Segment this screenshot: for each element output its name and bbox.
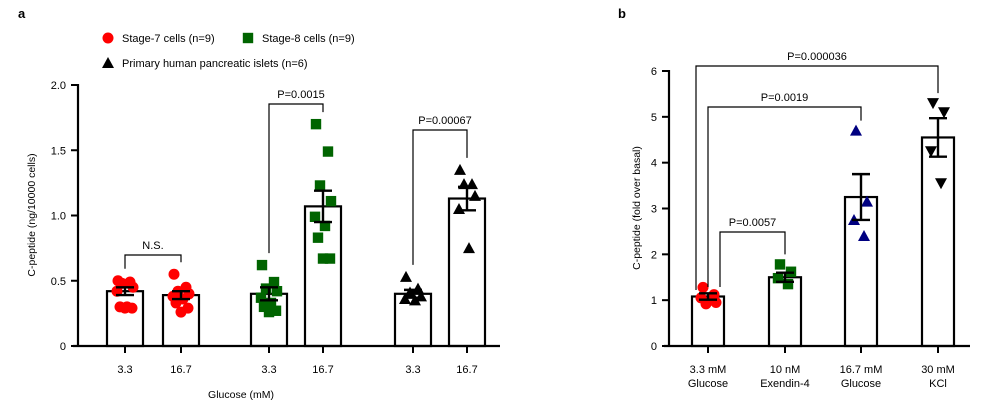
y-tick-label: 1.0 [51,211,66,223]
data-point [453,202,465,214]
y-tick-label: 6 [651,66,657,78]
x-tick-label-line1: 30 mM [921,364,955,376]
data-point [260,283,272,294]
x-tick-label-line2: Exendin-4 [760,378,810,390]
bar [105,290,145,348]
x-tick-label: 16.7 [170,364,191,376]
panel-label-b: b [618,6,626,21]
data-point [858,230,870,241]
y-tick-label: 2 [651,249,657,261]
data-point [265,297,277,309]
legend-marker [242,32,254,44]
data-point [772,272,784,284]
panel-label-a: a [18,6,26,21]
legend-marker [102,57,114,68]
data-point [268,276,280,288]
bar [447,197,487,348]
data-point [850,124,862,136]
comparison-bracket [719,231,786,287]
data-point [319,220,331,232]
data-point [927,98,939,110]
data-point [322,146,334,157]
data-point [409,294,421,306]
data-point [700,298,712,310]
data-point [270,305,282,316]
comparison-bracket [124,254,182,269]
data-point [256,259,268,271]
data-point [463,242,475,254]
y-tick-label: 4 [651,158,657,170]
y-tick-label: 0.5 [51,276,66,288]
x-tick-label: 16.7 [456,364,477,376]
x-axis-title-a: Glucose (mM) [208,389,274,401]
x-tick-label-line1: 3.3 mM [690,364,727,376]
x-tick-label-line2: KCl [929,378,947,390]
y-tick-label: 2.0 [51,80,66,92]
comparison-bracket [695,65,939,290]
data-point [263,306,275,318]
y-tick-label: 3 [651,204,657,216]
y-tick-label: 5 [651,112,657,124]
y-tick-label: 0 [60,341,66,353]
comparison-bracket [707,106,862,287]
legend-marker [102,32,114,44]
x-tick-label-line1: 10 nM [770,364,801,376]
data-point [935,178,947,190]
legend: Stage-7 cells (n=9) Stage-8 cells (n=9) Pr… [102,32,355,70]
p-value-label: P=0.0057 [729,217,776,229]
x-tick-label-line2: Glucose [688,378,728,390]
data-point [938,107,950,119]
p-value-label: P=0.00067 [418,115,472,127]
data-point [400,270,412,282]
data-point [312,232,324,243]
p-value-label: P=0.000036 [787,51,847,63]
plot-b: 0 1 2 3 4 5 6 3.3 mM Glucose 10 nM Exendin-4 16.7 m… [651,51,970,390]
y-tick-label: 0 [651,341,657,353]
plot-a: 0 0.5 1.0 1.5 2.0 3.3 16.7 N.S. 3.3 16.7 P=0.0015 3… [51,80,500,376]
y-axis-title-a: C-peptide (ng/10000 cells) [26,153,38,276]
x-tick-label: 3.3 [405,364,420,376]
p-value-label: P=0.0019 [761,92,808,104]
data-point [454,163,466,175]
comparison-bracket [412,129,468,265]
data-point [697,281,709,293]
x-tick-label-line1: 16.7 mM [840,364,883,376]
data-point [325,195,337,207]
data-point [175,306,187,318]
y-tick-label: 1.5 [51,145,66,157]
x-tick-label: 3.3 [117,364,132,376]
x-tick-label-line2: Glucose [841,378,881,390]
data-point [782,278,794,290]
data-point [310,118,322,130]
p-value-label: N.S. [142,240,163,252]
data-point [925,146,937,158]
p-value-label: P=0.0015 [277,89,324,101]
legend-entry-label: Stage-8 cells (n=9) [262,33,355,45]
data-point [317,253,329,264]
data-point [119,302,131,314]
data-point [168,268,180,280]
x-tick-label: 3.3 [261,364,276,376]
legend-entry-label: Stage-7 cells (n=9) [122,33,215,45]
data-point [774,259,786,270]
y-tick-label: 1 [651,295,657,307]
y-axis-title-b: C-peptide (fold over basal) [631,146,643,270]
data-point [324,253,336,264]
data-point [258,301,270,313]
legend-entry-label: Primary human pancreatic islets (n=6) [122,58,308,70]
data-point [314,180,326,191]
comparison-bracket [268,103,324,254]
bar [920,136,956,348]
data-point [271,285,283,297]
data-point [255,292,267,303]
data-point [309,211,321,223]
data-point [469,189,481,201]
data-point [861,195,873,207]
x-tick-label: 16.7 [312,364,333,376]
